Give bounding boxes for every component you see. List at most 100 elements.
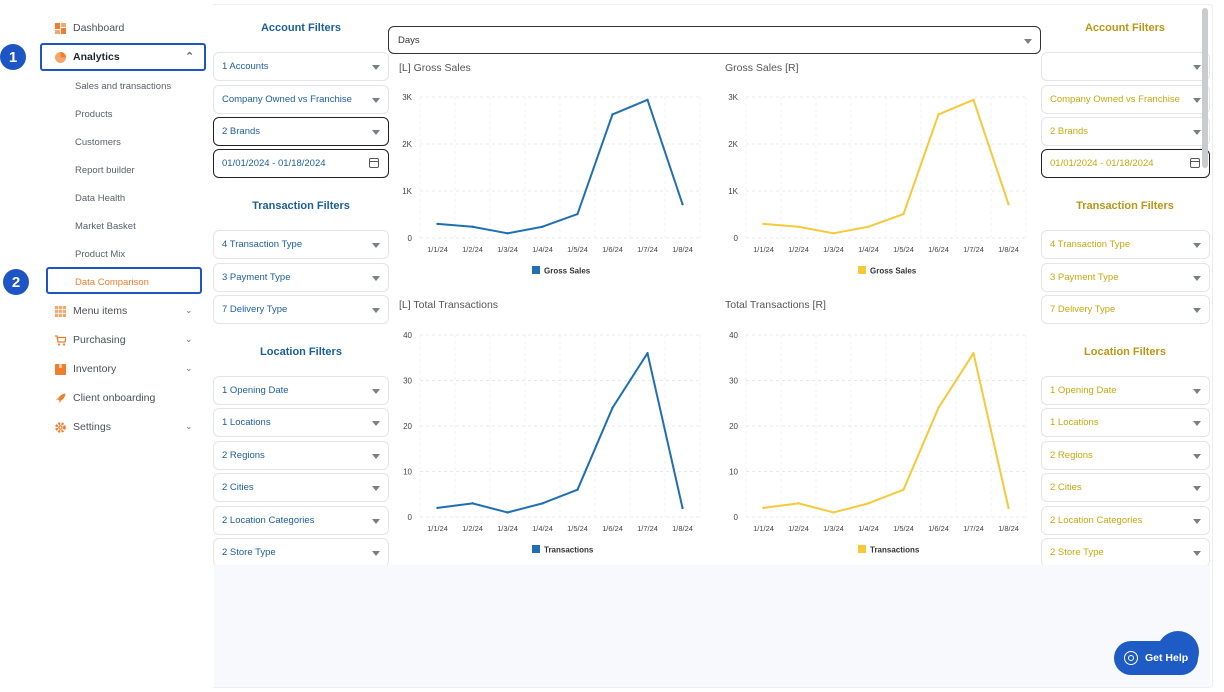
data-point — [832, 232, 835, 235]
right-location-filters-title: Location Filters — [1084, 346, 1166, 358]
nav-products[interactable]: Products — [75, 109, 113, 120]
legend-swatch — [858, 545, 866, 553]
highlight-analytics — [40, 43, 206, 71]
left-regions-value: 2 Regions — [222, 450, 265, 461]
right-cities-value: 2 Cities — [1050, 482, 1082, 493]
legend-label[interactable]: Gross Sales — [870, 267, 917, 276]
left-location-categories-select[interactable]: 2 Location Categories — [213, 506, 389, 535]
data-point — [436, 506, 439, 510]
left-accounts-select[interactable]: 1 Accounts — [213, 52, 389, 81]
right-location-categories-select[interactable]: 2 Location Categories — [1041, 506, 1210, 535]
data-point — [506, 232, 509, 235]
chevron-down-icon[interactable]: ⌄ — [185, 334, 193, 344]
nav-settings[interactable]: Settings ⌄ — [55, 421, 193, 433]
chevron-down-icon[interactable]: ⌄ — [185, 363, 193, 373]
data-point — [681, 506, 684, 510]
nav-inventory[interactable]: Inventory ⌄ — [55, 363, 193, 375]
right-date-range-input[interactable]: 01/01/2024 - 01/18/2024 — [1041, 149, 1210, 178]
right-payment-type-select[interactable]: 3 Payment Type — [1041, 263, 1210, 292]
left-cities-select[interactable]: 2 Cities — [213, 473, 389, 502]
right-opening-date-select[interactable]: 1 Opening Date — [1041, 376, 1210, 405]
caret-down-icon — [1193, 389, 1201, 394]
gear-icon — [55, 421, 66, 433]
series-line — [437, 352, 684, 514]
left-locations-select[interactable]: 1 Locations — [213, 408, 389, 437]
left-regions-select[interactable]: 2 Regions — [213, 441, 389, 470]
caret-down-icon — [1193, 98, 1201, 103]
right-ownership-select[interactable]: Company Owned vs Franchise — [1041, 85, 1210, 114]
x-tick-label: 1/4/24 — [532, 245, 553, 254]
left-payment-type-select[interactable]: 3 Payment Type — [213, 263, 389, 292]
y-tick-label: 0 — [408, 234, 413, 243]
data-point — [867, 225, 870, 228]
caret-down-icon — [1193, 243, 1201, 248]
right-locations-select[interactable]: 1 Locations — [1041, 408, 1210, 437]
legend-label[interactable]: Gross Sales — [544, 267, 591, 276]
nav-client-onboarding[interactable]: Client onboarding — [55, 392, 155, 404]
nav-data-health[interactable]: Data Health — [75, 193, 126, 204]
left-store-type-select[interactable]: 2 Store Type — [213, 538, 389, 567]
calendar-icon[interactable] — [369, 158, 379, 168]
caret-down-icon — [372, 486, 380, 491]
right-store-type-select[interactable]: 2 Store Type — [1041, 538, 1210, 567]
legend-label[interactable]: Transactions — [544, 546, 594, 555]
data-point — [611, 406, 614, 409]
right-regions-select[interactable]: 2 Regions — [1041, 441, 1210, 470]
lifebuoy-icon — [1124, 651, 1138, 665]
caret-down-icon — [372, 454, 380, 459]
right-delivery-type-select[interactable]: 7 Delivery Type — [1041, 295, 1210, 324]
x-tick-label: 1/8/24 — [998, 245, 1019, 254]
y-tick-label: 30 — [729, 377, 738, 386]
content-bottom-area — [214, 565, 1210, 687]
legend-swatch — [532, 545, 540, 553]
x-tick-label: 1/7/24 — [637, 245, 658, 254]
caret-down-icon — [372, 421, 380, 426]
x-tick-label: 1/1/24 — [753, 524, 774, 533]
nav-menu-items[interactable]: Menu items ⌄ — [55, 305, 193, 317]
series-line — [763, 98, 1010, 235]
left-ownership-select[interactable]: Company Owned vs Franchise — [213, 85, 389, 114]
left-opening-date-select[interactable]: 1 Opening Date — [213, 376, 389, 405]
chevron-down-icon[interactable]: ⌄ — [185, 421, 193, 431]
pie-chart-icon — [55, 51, 66, 63]
right-cities-select[interactable]: 2 Cities — [1041, 473, 1210, 502]
legend-label[interactable]: Transactions — [870, 546, 920, 555]
right-accounts-select[interactable] — [1041, 52, 1210, 81]
caret-down-icon — [372, 98, 380, 103]
nav-sales-and-transactions[interactable]: Sales and transactions — [75, 81, 172, 92]
caret-down-icon — [1193, 551, 1201, 556]
right-locations-value: 1 Locations — [1050, 417, 1099, 428]
left-locations-value: 1 Locations — [222, 417, 271, 428]
left-delivery-type-select[interactable]: 7 Delivery Type — [213, 295, 389, 324]
right-transaction-type-value: 4 Transaction Type — [1050, 239, 1131, 250]
right-delivery-type-value: 7 Delivery Type — [1050, 304, 1116, 315]
x-tick-label: 1/5/24 — [567, 524, 588, 533]
chevron-up-icon[interactable]: ⌃ — [185, 51, 195, 63]
right-brands-select[interactable]: 2 Brands — [1041, 117, 1210, 146]
x-tick-label: 1/8/24 — [672, 524, 693, 533]
right-transaction-type-select[interactable]: 4 Transaction Type — [1041, 230, 1210, 259]
data-point — [576, 212, 579, 216]
data-point — [832, 511, 835, 514]
nav-product-mix[interactable]: Product Mix — [75, 249, 126, 260]
y-tick-label: 20 — [403, 422, 412, 431]
nav-analytics-label: Analytics — [73, 51, 120, 63]
nav-analytics[interactable]: Analytics ⌃ — [55, 51, 194, 63]
calendar-icon[interactable] — [1190, 158, 1200, 168]
period-select[interactable]: Days — [388, 26, 1041, 54]
series-line — [763, 352, 1010, 514]
nav-report-builder[interactable]: Report builder — [75, 165, 135, 176]
left-brands-select[interactable]: 2 Brands — [213, 117, 389, 146]
nav-customers[interactable]: Customers — [75, 137, 121, 148]
data-point — [471, 225, 474, 228]
left-date-range-input[interactable]: 01/01/2024 - 01/18/2024 — [213, 149, 389, 178]
vertical-scrollbar[interactable] — [1202, 8, 1208, 168]
nav-purchasing[interactable]: Purchasing ⌄ — [55, 334, 193, 346]
y-tick-label: 30 — [403, 377, 412, 386]
nav-dashboard[interactable]: Dashboard — [55, 22, 124, 34]
y-tick-label: 3K — [728, 93, 738, 102]
nav-data-comparison[interactable]: Data Comparison — [75, 277, 149, 288]
chevron-down-icon[interactable]: ⌄ — [185, 305, 193, 315]
nav-market-basket[interactable]: Market Basket — [75, 221, 136, 232]
left-transaction-type-select[interactable]: 4 Transaction Type — [213, 230, 389, 259]
